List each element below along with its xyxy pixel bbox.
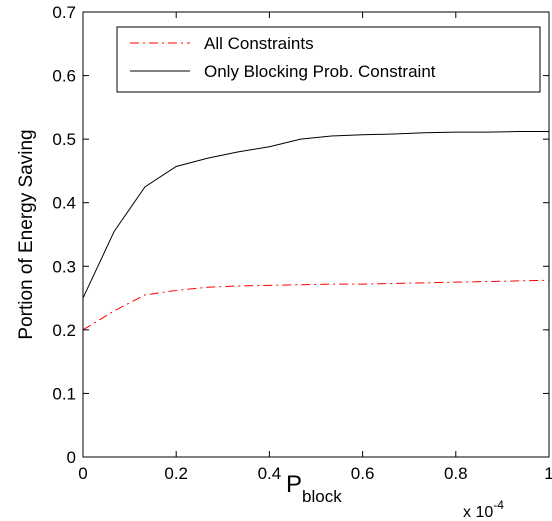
x-tick-label: 0.2 [164, 464, 188, 483]
y-axis-label: Portion of Energy Saving [16, 129, 37, 339]
x-tick-label: 1 [544, 464, 552, 483]
x-axis-label: Pblock [286, 471, 342, 506]
legend: All Constraints Only Blocking Prob. Cons… [116, 26, 541, 93]
x-tick-label: 0.8 [444, 464, 468, 483]
y-tick-label: 0.3 [52, 257, 76, 276]
y-tick-label: 0.6 [52, 67, 76, 86]
x-tick-label: 0.6 [351, 464, 375, 483]
x-tick-label: 0 [78, 464, 87, 483]
x-axis-multiplier-base: x 10 [463, 504, 493, 521]
series-line-only-blocking-prob-constraint [82, 131, 549, 299]
legend-label-all-constraints: All Constraints [204, 34, 314, 53]
y-tick-label: 0.2 [52, 321, 76, 340]
x-axis-multiplier: x 10-4 [463, 498, 504, 521]
plot-frame [82, 11, 550, 458]
series-layer [82, 131, 550, 331]
x-axis-label-main: P [286, 471, 302, 498]
y-tick-label: 0.4 [52, 194, 76, 213]
y-tick-label: 0.5 [52, 130, 76, 149]
x-axis-multiplier-exponent: -4 [493, 498, 504, 512]
y-tick-label: 0 [67, 448, 76, 467]
x-axis-label-subscript: block [302, 487, 342, 506]
y-tick-label: 0.7 [52, 3, 76, 22]
y-tick-label: 0.1 [52, 384, 76, 403]
x-tick-label: 0.4 [258, 464, 282, 483]
legend-box [116, 26, 541, 93]
legend-label-only-blocking: Only Blocking Prob. Constraint [204, 62, 436, 81]
series-line-all-constraints [82, 279, 550, 331]
ticks-layer: 0 0.2 0.4 0.6 0.8 1 0 0.1 0.2 0.3 0.4 0.5 0.6 0.7 [52, 3, 552, 483]
